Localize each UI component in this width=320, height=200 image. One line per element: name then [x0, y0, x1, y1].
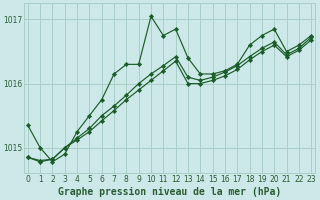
X-axis label: Graphe pression niveau de la mer (hPa): Graphe pression niveau de la mer (hPa)	[58, 186, 281, 197]
